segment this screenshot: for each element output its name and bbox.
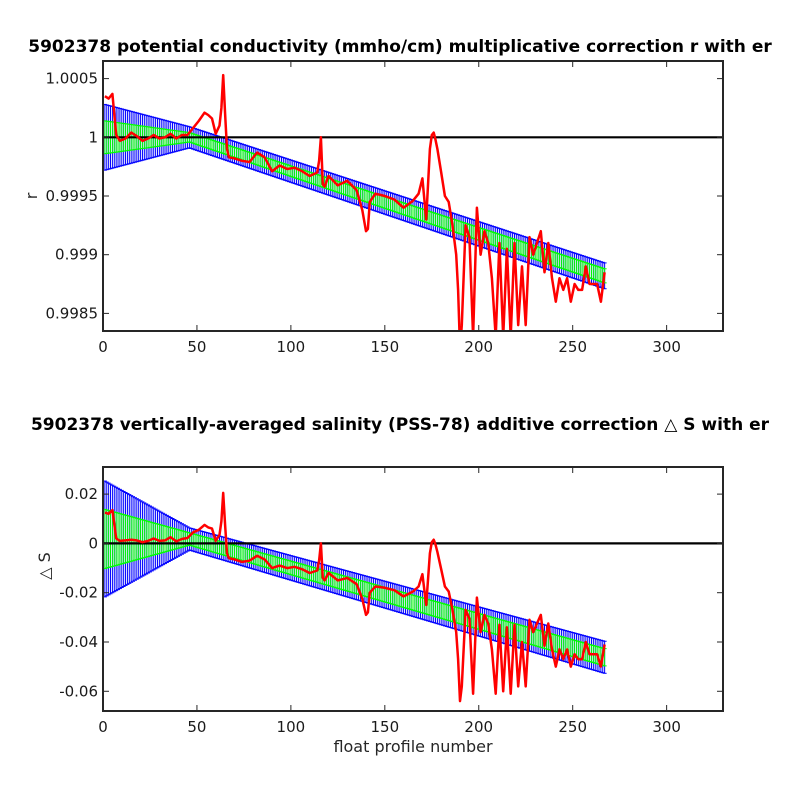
bottom-chart-xlabel: float profile number bbox=[333, 737, 493, 756]
x-axis: 0 50 100 150 200 250 300 bbox=[98, 61, 681, 356]
top-chart-title: 5902378 potential conductivity (mmho/cm)… bbox=[28, 37, 772, 57]
y-tick-label: 0 bbox=[88, 534, 98, 552]
series-line-0 bbox=[104, 73, 606, 331]
x-tick-label: 250 bbox=[558, 338, 587, 356]
x-tick-label: 100 bbox=[277, 338, 306, 356]
x-tick-label: 150 bbox=[370, 718, 399, 736]
y-tick-label: 1 bbox=[88, 128, 98, 146]
x-tick-label: 300 bbox=[652, 718, 681, 736]
bottom-chart-panel: 5902378 vertically-averaged salinity (PS… bbox=[31, 415, 770, 756]
x-tick-label: 50 bbox=[187, 338, 206, 356]
y-tick-label: 0.9985 bbox=[46, 304, 99, 322]
x-tick-label: 300 bbox=[652, 338, 681, 356]
plot-area bbox=[103, 480, 723, 703]
error-bars-inner bbox=[103, 508, 607, 667]
y-axis: -0.06 -0.04 -0.02 0 0.02 bbox=[59, 485, 723, 700]
x-tick-label: 150 bbox=[370, 338, 399, 356]
y-tick-label: 1.0005 bbox=[46, 70, 99, 88]
bottom-chart-title: 5902378 vertically-averaged salinity (PS… bbox=[31, 415, 770, 435]
bottom-chart-ylabel: △ S bbox=[35, 552, 54, 580]
x-tick-label: 200 bbox=[464, 718, 493, 736]
plot-area bbox=[103, 73, 723, 331]
axes-frame bbox=[102, 466, 724, 712]
y-tick-label: -0.02 bbox=[59, 584, 98, 602]
x-axis: 0 50 100 150 200 250 300 bbox=[98, 467, 681, 736]
series-line-0 bbox=[104, 491, 606, 703]
x-tick-label: 50 bbox=[187, 718, 206, 736]
x-tick-label: 200 bbox=[464, 338, 493, 356]
y-tick-label: -0.04 bbox=[59, 633, 98, 651]
y-axis: 0.9985 0.999 0.9995 1 1.0005 bbox=[46, 70, 723, 322]
y-tick-label: 0.02 bbox=[65, 485, 98, 503]
x-tick-label: 0 bbox=[98, 718, 108, 736]
y-tick-label: -0.06 bbox=[59, 682, 98, 700]
x-tick-label: 100 bbox=[277, 718, 306, 736]
top-chart-panel: 5902378 potential conductivity (mmho/cm)… bbox=[22, 37, 772, 356]
y-tick-label: 0.999 bbox=[55, 246, 98, 264]
top-chart-ylabel: r bbox=[22, 192, 41, 199]
y-tick-label: 0.9995 bbox=[46, 187, 99, 205]
axes-frame bbox=[102, 60, 724, 332]
x-tick-label: 250 bbox=[558, 718, 587, 736]
x-tick-label: 0 bbox=[98, 338, 108, 356]
